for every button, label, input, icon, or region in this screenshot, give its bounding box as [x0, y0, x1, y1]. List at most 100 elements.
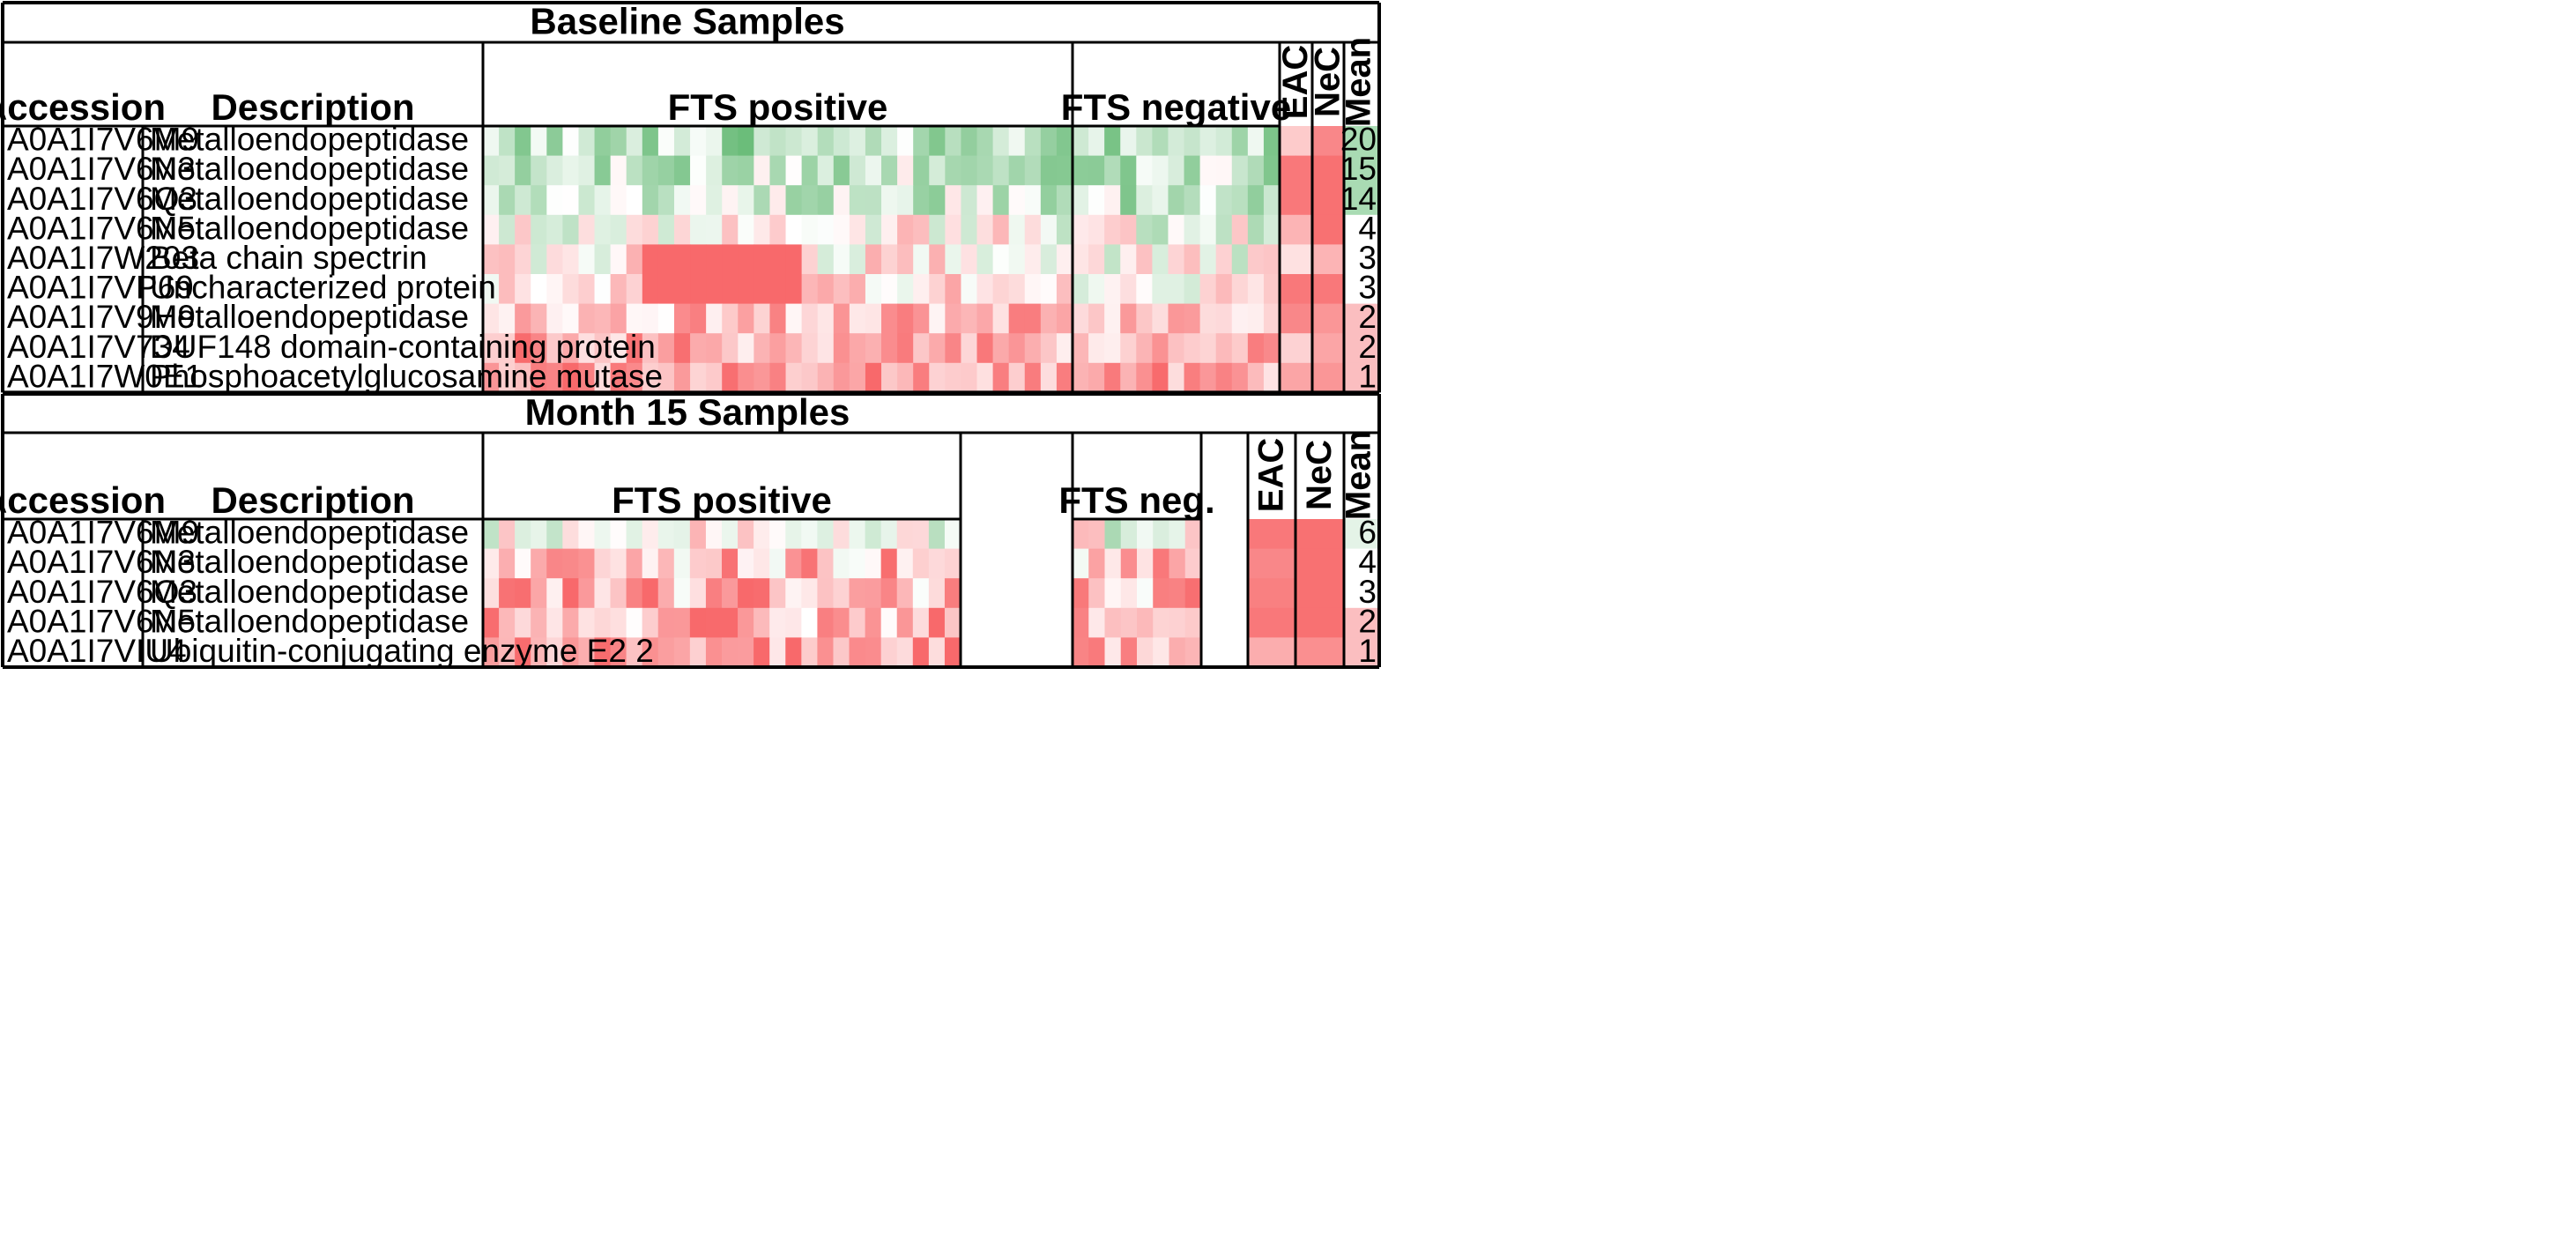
heatmap-cell [578, 185, 596, 216]
heatmap-cell [562, 548, 579, 579]
heatmap-cell [578, 519, 596, 550]
heatmap-cell [515, 333, 531, 364]
heatmap-cell [626, 362, 643, 393]
heatmap-cell [801, 303, 819, 334]
heatmap-cell [913, 126, 930, 157]
heatmap-cell [673, 214, 691, 245]
heatmap-cell [865, 126, 882, 157]
heatmap-cell [945, 333, 962, 364]
row-description: Metalloendopeptidase [150, 544, 469, 580]
heatmap-cell [1247, 214, 1265, 245]
heatmap-cell [738, 548, 754, 579]
heatmap-cell [1312, 214, 1329, 245]
heatmap-cell [1184, 519, 1202, 550]
heatmap-cell [1199, 274, 1217, 305]
heatmap-cell [992, 126, 1010, 157]
heatmap-cell [849, 185, 866, 216]
heatmap-cell [546, 333, 564, 364]
heatmap-cell [1168, 362, 1185, 393]
heatmap-cell [1056, 303, 1073, 334]
heatmap-cell [546, 274, 564, 305]
heatmap-cell [531, 155, 547, 186]
heatmap-cell [499, 637, 516, 668]
heatmap-cell [817, 185, 835, 216]
heatmap-cell [1199, 333, 1217, 364]
heatmap-cell [945, 126, 962, 157]
heatmap-cell [817, 126, 835, 157]
heatmap-cell [1104, 274, 1121, 305]
heatmap-cell [1153, 519, 1170, 550]
heatmap-cell [833, 519, 850, 550]
heatmap-cell [546, 637, 563, 668]
heatmap-cell [961, 244, 978, 275]
heatmap-cell [929, 126, 946, 157]
heatmap-cell [961, 155, 978, 186]
heatmap-cell [626, 578, 643, 609]
mean-cell [1344, 548, 1377, 579]
heatmap-cell [1263, 362, 1281, 393]
heatmap-cell [817, 244, 835, 275]
heatmap-cell [1073, 126, 1089, 157]
heatmap-cell [610, 214, 627, 245]
heatmap-cell [738, 637, 754, 668]
heatmap-cell [1073, 607, 1089, 638]
heatmap-cell [483, 519, 500, 550]
heatmap-cell [689, 548, 707, 579]
heatmap-cell [1184, 578, 1202, 609]
heatmap-cell [817, 362, 835, 393]
heatmap-cell [753, 244, 771, 275]
heatmap-cell [1215, 185, 1233, 216]
heatmap-cell [849, 548, 866, 579]
heatmap-cell [705, 548, 723, 579]
heatmap-cell [1024, 244, 1042, 275]
heatmap-cell [976, 126, 994, 157]
heatmap-cell [1231, 303, 1249, 334]
heatmap-cell [1104, 362, 1121, 393]
heatmap-cell [928, 637, 946, 668]
heatmap-cell [817, 155, 835, 186]
heatmap-cell [1120, 185, 1137, 216]
heatmap-cell [1295, 214, 1313, 245]
heatmap-cell [594, 607, 612, 638]
heatmap-cell [1056, 333, 1073, 364]
heatmap-cell [881, 185, 898, 216]
heatmap-cell [642, 578, 659, 609]
heatmap-cell [1120, 362, 1137, 393]
heatmap-cell [657, 637, 675, 668]
heatmap-cell [705, 637, 723, 668]
heatmap-cell [738, 362, 754, 393]
heatmap-cell [897, 333, 914, 364]
heatmap-cell [515, 548, 531, 579]
heatmap-cell [722, 637, 739, 668]
heatmap-cell [657, 244, 675, 275]
heatmap-cell [1008, 274, 1026, 305]
heatmap-cell [1040, 185, 1058, 216]
heatmap-cell [769, 607, 786, 638]
heatmap-cell [785, 155, 803, 186]
heatmap-cell [626, 214, 643, 245]
heatmap-cell [929, 303, 946, 334]
heatmap-cell [1231, 214, 1249, 245]
heatmap-cell [657, 274, 675, 305]
heatmap-cell [722, 303, 739, 334]
heatmap-cell [1312, 126, 1329, 157]
heatmap-cell [976, 362, 994, 393]
heatmap-cell [801, 607, 818, 638]
heatmap-cell [769, 185, 787, 216]
heatmap-cell [483, 303, 500, 334]
heatmap-cell [1328, 155, 1345, 186]
heatmap-cell [1008, 155, 1026, 186]
heatmap-cell [1152, 274, 1169, 305]
heatmap-cell [562, 274, 580, 305]
heatmap-cell [1280, 155, 1297, 186]
heatmap-cell [673, 548, 691, 579]
heatmap-cell [753, 155, 771, 186]
heatmap-cell [1248, 519, 1273, 550]
heatmap-cell [992, 274, 1010, 305]
heatmap-cell [642, 333, 659, 364]
heatmap-cell [499, 548, 516, 579]
heatmap-cell [1295, 607, 1321, 638]
mean-cell [1344, 303, 1377, 334]
heatmap-cell [1184, 333, 1201, 364]
heatmap-cell [1152, 303, 1169, 334]
